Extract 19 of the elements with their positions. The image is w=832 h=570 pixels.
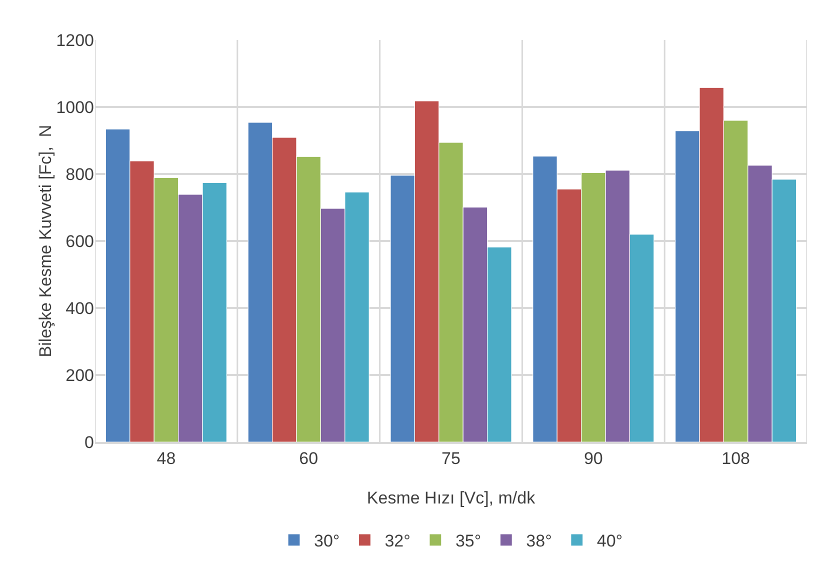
x-tick-label: 90 — [584, 449, 603, 468]
y-tick-label: 800 — [66, 164, 94, 184]
x-tick-label: 60 — [299, 449, 318, 468]
legend-label: 35° — [455, 532, 482, 551]
x-tick-label: 75 — [442, 449, 460, 468]
y-tick-label: 400 — [66, 298, 94, 318]
legend-label: 32° — [384, 532, 410, 551]
y-tick-label: 0 — [84, 432, 94, 452]
x-tick-label: 48 — [156, 449, 176, 468]
y-tick-label: 600 — [66, 232, 94, 251]
y-tick-label: 1000 — [56, 98, 94, 117]
x-axis-title: Kesme Hızı [Vc], m/dk — [366, 488, 536, 508]
y-tick-label: 1200 — [56, 30, 94, 50]
x-tick-label: 108 — [722, 449, 750, 468]
legend-label: 40° — [596, 532, 623, 551]
y-tick-label: 200 — [66, 366, 94, 385]
y-axis-title: Bileşke Kesme Kuvveti [Fc], N — [36, 124, 55, 358]
legend-label: 30° — [314, 532, 340, 551]
legend-label: 38° — [526, 532, 552, 551]
